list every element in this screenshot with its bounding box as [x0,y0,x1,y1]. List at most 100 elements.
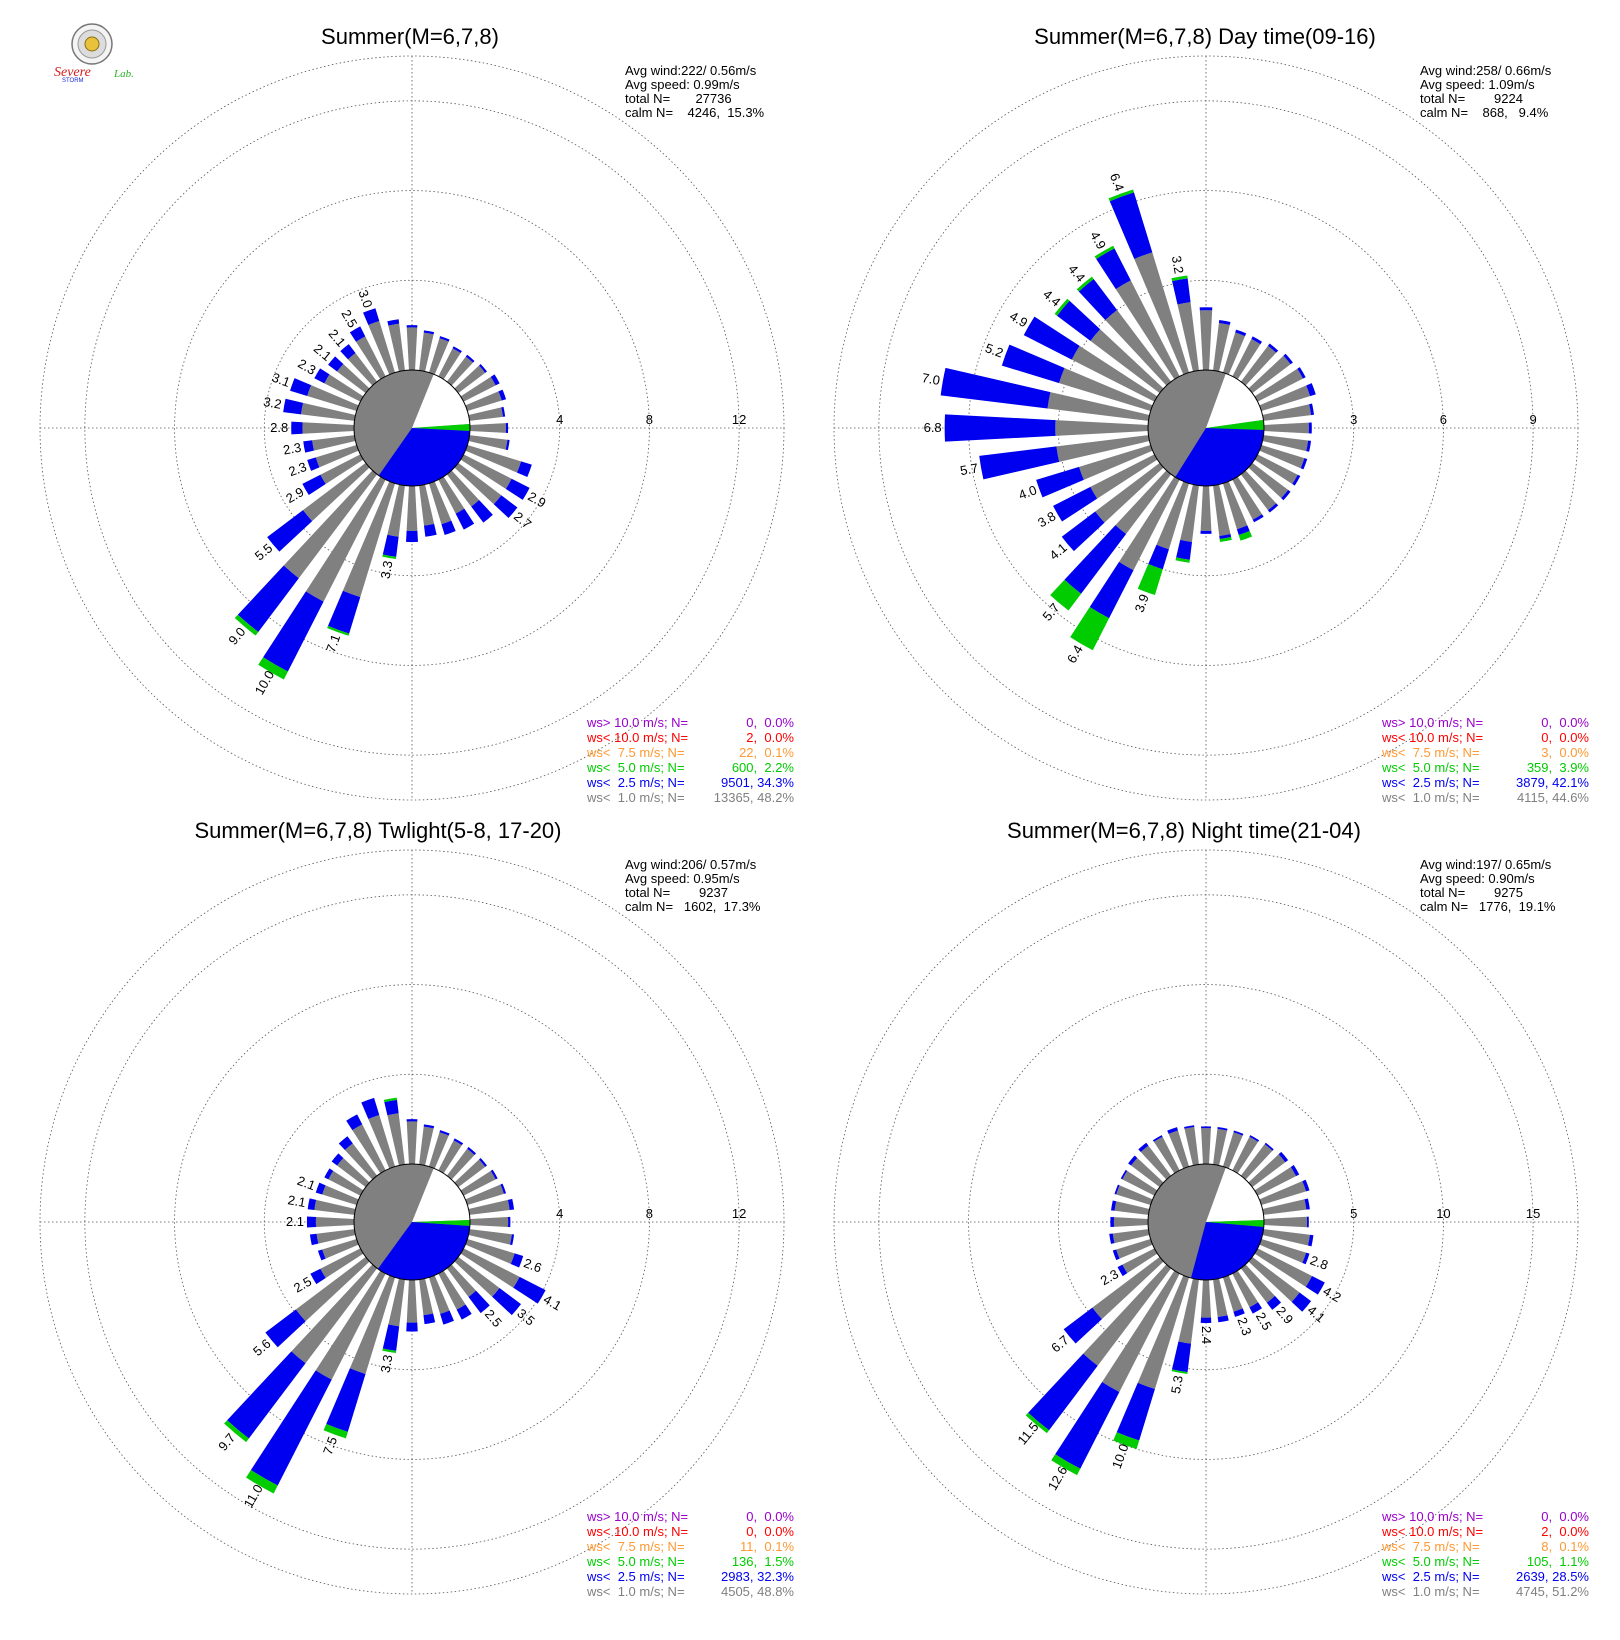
petal-lt2_5-segment [505,478,530,500]
ring-label: 12 [732,412,746,427]
petal-calm-segment [1200,1279,1212,1318]
petal-calm-segment [1213,484,1231,537]
petal-calm-segment [1083,1264,1172,1366]
petal-lt2_5-segment [331,1153,344,1166]
petal-lt2_5-segment [1055,1381,1120,1469]
petal-value-label: 3.1 [270,370,292,390]
petal-lt2_5-segment [263,591,324,672]
petal-lt2_5-segment [382,534,399,557]
petal-calm-segment [1059,367,1153,412]
petal-lt2_5-segment [510,1253,524,1268]
petal-value-label: 4.1 [1305,1302,1328,1325]
petal-calm-segment [388,323,405,372]
petal-calm-segment [460,454,512,489]
ring-label: 8 [646,412,653,427]
petal-lt5-segment [1108,189,1134,202]
legend-value: 3, 0.0% [1530,745,1589,760]
petal-calm-segment [1137,1275,1190,1389]
petal-calm-segment [460,376,496,402]
legend-label: ws< 7.5 m/s; N= [1381,1539,1480,1554]
petal-calm-segment [302,422,355,434]
petal-value-label: 2.6 [522,1255,544,1275]
legend-value: 600, 2.2% [728,760,794,775]
calm-white-sector [1206,1167,1264,1222]
petal-calm-segment [320,1248,364,1279]
petal-value-label: 2.5 [482,1307,505,1330]
petal-calm-segment [454,462,502,505]
ring-label: 4 [556,412,563,427]
petal-calm-segment [1115,280,1180,380]
stats-line: Avg speed: 1.09m/s [1420,77,1535,92]
stats-line: Avg speed: 0.95m/s [625,871,740,886]
petal-value-label: 2.3 [1098,1266,1121,1288]
petal-value-label: 2.1 [286,1214,304,1229]
petal-calm-segment [1156,481,1190,550]
ring-label: 5 [1350,1206,1357,1221]
petal-calm-segment [454,365,486,394]
petal-calm-segment [1240,345,1277,386]
legend-label: ws> 10.0 m/s; N= [586,715,688,730]
petal-calm-segment [468,1199,510,1215]
petal-lt2_5-segment [250,1370,332,1486]
petal-lt2_5-segment [944,414,1056,442]
petal-lt2_5-segment [267,510,313,552]
calm-blue-sector [1175,428,1264,487]
petal-calm-segment [1262,1199,1307,1215]
petal-calm-segment [1092,1256,1164,1320]
petal-lt5-segment [1076,276,1094,292]
stats-line: Avg wind:222/ 0.56m/s [625,63,757,78]
petal-lt2_5-segment [1056,300,1101,341]
petal-lt2_5-segment [423,330,435,335]
petal-calm-segment [1184,1127,1199,1166]
petal-calm-segment [1119,476,1180,571]
petal-lt2_5-segment [1267,343,1279,353]
petal-calm-segment [406,485,418,531]
petal-lt2_5-segment [507,1216,511,1228]
petal-calm-segment [368,321,396,375]
petal-value-label: 2.8 [1308,1253,1330,1273]
petal-lt2_5-segment [314,368,330,384]
petal-calm-segment [419,1126,434,1166]
petal-calm-segment [305,476,386,602]
petal-lt2_5-segment [1266,1295,1282,1310]
legend-value: 2, 0.0% [1530,1524,1589,1539]
petal-value-label: 4.2 [1321,1283,1344,1305]
petal-calm-segment [1178,1278,1199,1344]
petal-lt2_5-segment [1302,1252,1310,1265]
petal-calm-segment [349,1275,396,1374]
legend-label: ws< 2.5 m/s; N= [1381,1569,1480,1584]
petal-calm-segment [1222,1132,1243,1169]
chart-title: Summer(M=6,7,8) Night time(21-04) [1007,818,1361,843]
petal-value-label: 5.3 [1168,1374,1186,1394]
petal-lt2_5-segment [1096,248,1131,290]
petal-lt2_5-segment [465,354,475,363]
chart-title: Summer(M=6,7,8) [321,24,499,49]
petal-lt2_5-segment [1148,544,1169,570]
petal-lt2_5-segment [979,446,1060,480]
legend-value: 4115, 44.6% [1517,790,1589,805]
petal-lt2_5-segment [1036,466,1084,498]
petal-value-label: 6.7 [1048,1332,1071,1355]
petal-calm-segment [1047,392,1150,421]
stats-line: calm N= 1602, 17.3% [625,899,761,914]
petal-calm-segment [388,1278,405,1327]
petal-lt5-segment [1054,298,1070,316]
stats-line: Avg wind:206/ 0.57m/s [625,857,757,872]
petal-calm-segment [1222,481,1248,530]
petal-lt2_5-segment [387,319,400,326]
petal-calm-segment [1254,368,1303,402]
legend-value: 2, 0.0% [735,730,794,745]
legend-value: 4505, 48.8% [721,1584,794,1599]
petal-calm-segment [1168,1130,1190,1169]
petal-calm-segment [1056,435,1150,462]
petal-calm-segment [428,481,452,525]
ring-label: 6 [1440,412,1447,427]
stats-line: Avg wind:258/ 0.66m/s [1420,63,1552,78]
petal-lt5-segment [258,657,288,680]
stats-line: total N= 9224 [1420,91,1523,106]
ring-label: 8 [646,1206,653,1221]
windrose-panel-twilight: Summer(M=6,7,8) Twlight(5-8, 17-20) 4 8 12 2… [39,818,794,1599]
petal-calm-segment [314,1199,356,1215]
petal-value-label: 3.3 [378,1354,396,1374]
petal-lt2_5-segment [307,457,320,471]
